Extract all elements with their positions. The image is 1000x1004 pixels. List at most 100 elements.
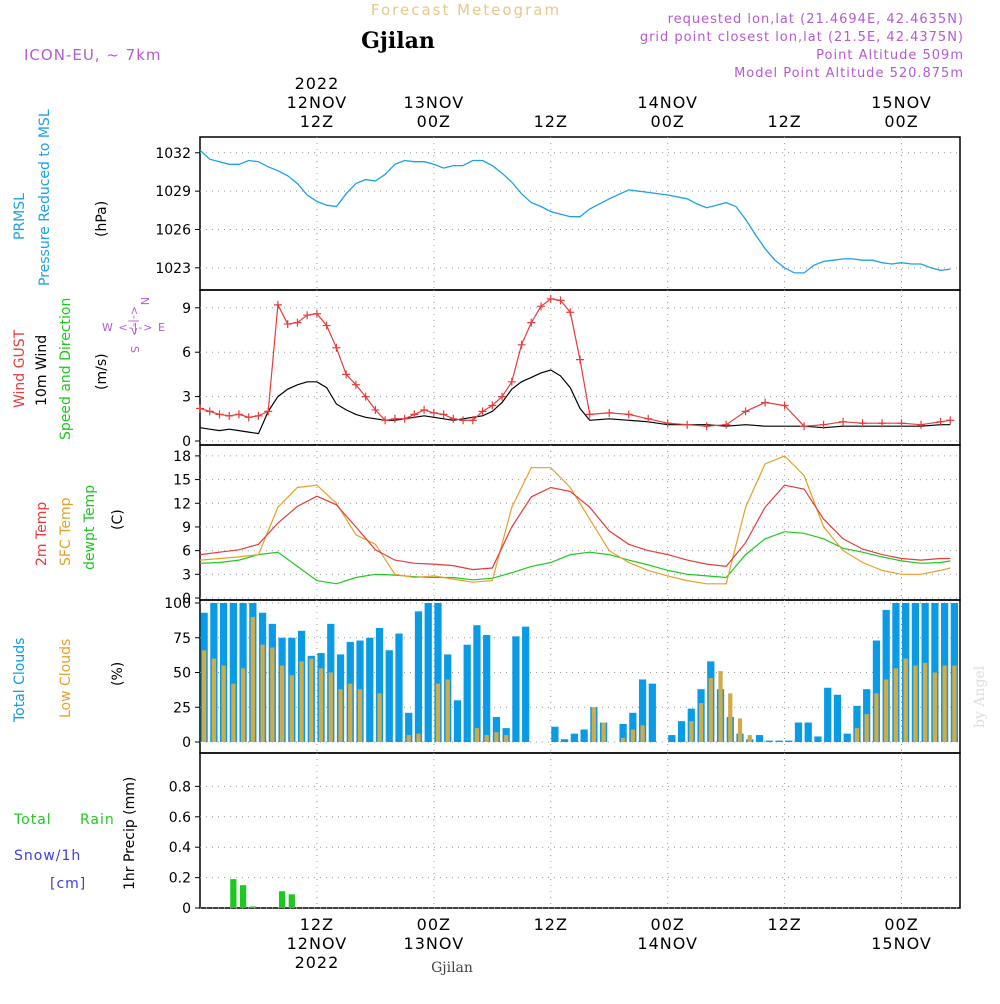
y-tick-label: 3 [182, 567, 191, 583]
gust-marker [293, 318, 302, 327]
wind-compass: W <-|-> E N <-|-> S [102, 297, 165, 353]
clouds-panel: 0 25 50 75 100 [164, 596, 961, 754]
total-cloud-bar [395, 633, 403, 742]
total-clouds-label: Total Clouds [12, 638, 28, 723]
bottom-time-label: 00Z [417, 915, 451, 934]
total-cloud-bar [473, 625, 481, 742]
gust-marker [897, 419, 906, 428]
y-tick-label: 0 [182, 434, 191, 450]
top-time-label: 12Z [767, 112, 801, 131]
gust-marker [878, 419, 887, 428]
gust-marker [566, 308, 575, 317]
top-time-label: 15NOV [871, 93, 932, 112]
total-cloud-bar [785, 740, 793, 742]
gust-marker [478, 407, 487, 416]
compass-s: S [128, 346, 141, 353]
gust-marker [215, 410, 224, 419]
top-time-label: 00Z [417, 112, 451, 131]
low-cloud-bar [231, 683, 236, 742]
top-time-label: 2022 [295, 74, 340, 93]
gust-marker [322, 321, 331, 330]
top-time-label: 00Z [884, 112, 918, 131]
rain-bar [278, 891, 286, 908]
low-cloud-bar [942, 665, 947, 742]
y-tick-label: 3 [182, 390, 191, 406]
sfc-temp-label: SFC Temp [58, 497, 74, 566]
total-cloud-bar [794, 722, 803, 742]
low-cloud-bar [494, 732, 499, 742]
total-cloud-bar [463, 644, 471, 742]
temp2m-line [199, 484, 951, 571]
low-cloud-bar [708, 678, 713, 742]
footer-location: Gjilan [431, 960, 473, 976]
low-cloud-bar [698, 703, 704, 742]
y-tick-label: 75 [173, 631, 191, 647]
gust-marker [498, 392, 507, 401]
rain-bar [249, 906, 256, 908]
gust-marker [429, 408, 438, 417]
gust-marker [468, 416, 477, 425]
total-cloud-bar [405, 712, 413, 742]
total-cloud-bar [619, 723, 627, 742]
total-cloud-bar [434, 603, 442, 742]
low-cloud-bar [728, 693, 733, 742]
low-cloud-bar [630, 729, 635, 742]
total-cloud-bar [824, 687, 832, 742]
y-tick-label: 0.8 [169, 779, 191, 795]
gust-marker [254, 411, 263, 420]
low-cloud-bar [913, 665, 918, 742]
total-cloud-bar [522, 626, 530, 742]
total-label: Total [13, 812, 52, 828]
bottom-time-label: 12Z [767, 915, 801, 934]
prmsl-label: PRMSL [12, 193, 28, 240]
gust-marker [800, 422, 809, 431]
low-cloud-bar [484, 735, 489, 742]
total-cloud-bar [561, 739, 569, 742]
total-cloud-bar [765, 740, 773, 742]
y-tick-label: 1023 [155, 261, 191, 277]
total-cloud-bar [366, 637, 374, 742]
gust-marker [663, 419, 672, 428]
total-cloud-bar [580, 729, 588, 742]
gust-marker [420, 405, 429, 414]
total-cloud-bar [492, 716, 501, 742]
gust-marker [400, 414, 409, 423]
low-cloud-bar [348, 683, 353, 742]
low-cloud-bar [260, 644, 265, 742]
low-cloud-bar [718, 671, 723, 742]
prmsl-long-label: Pressure Reduced to MSL [37, 109, 53, 286]
rain-label: Rain [80, 812, 115, 828]
model-altitude: Model Point Altitude 520.875m [734, 66, 964, 81]
gust-marker [205, 407, 214, 416]
total-cloud-bar [668, 735, 676, 742]
wind-speed-line [199, 369, 951, 435]
compass-ns: <-|-> [128, 306, 141, 336]
bottom-time-label: 12Z [534, 915, 568, 934]
gust-marker [556, 296, 565, 305]
total-cloud-bar [843, 733, 851, 742]
temperature-panel: 0 3 6 9 12 15 18 [173, 444, 961, 607]
gust-marker [722, 420, 731, 429]
panel-frame [199, 752, 961, 909]
bottom-time-label: 12Z [300, 915, 334, 934]
product-title: Forecast Meteogram [371, 1, 561, 19]
total-cloud-bar [414, 611, 423, 742]
y-tick-label: 100 [164, 596, 191, 612]
y-tick-label: 50 [173, 666, 191, 682]
gust-marker [644, 414, 653, 423]
gust-marker [839, 417, 848, 426]
gust-marker [576, 355, 584, 364]
total-cloud-bar [833, 694, 842, 742]
low-cloud-bar [864, 714, 869, 742]
gust-marker [507, 377, 516, 386]
total-cloud-bar [551, 726, 559, 742]
total-cloud-bar [872, 640, 881, 742]
total-cloud-bar [424, 603, 432, 742]
low-cloud-bar [445, 679, 450, 742]
y-tick-label: 1026 [155, 222, 191, 238]
low-cloud-bar [932, 672, 938, 742]
low-cloud-bar [309, 658, 314, 742]
wind-speed-dir-label: Speed and Direction [58, 298, 74, 440]
gust-label: Wind GUST [12, 329, 28, 408]
y-tick-label: 1032 [155, 146, 191, 162]
